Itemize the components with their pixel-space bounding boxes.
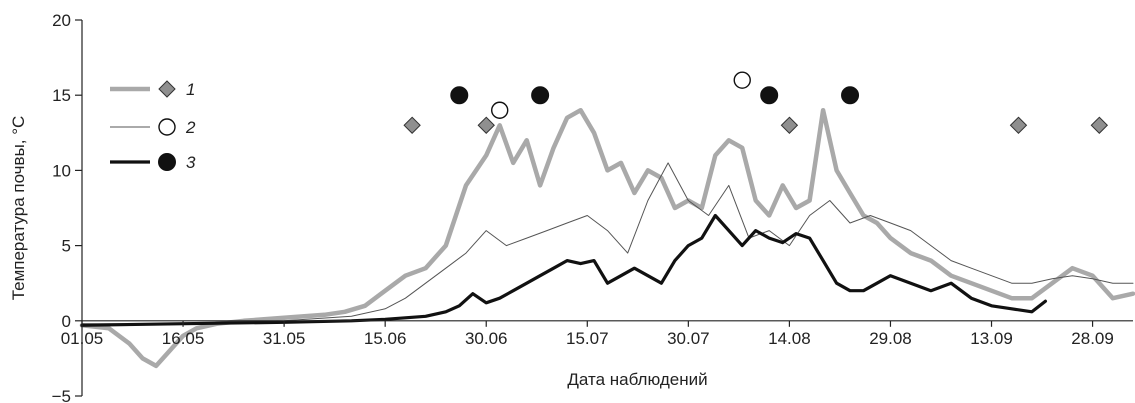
x-tick-label: 31.05 bbox=[263, 329, 306, 348]
series-2-marker bbox=[491, 101, 509, 119]
x-axis-ticks: 01.05 16.05 31.05 15.06 30.06 15.07 30.07 14.08… bbox=[61, 320, 1114, 348]
y-tick-label: 10 bbox=[52, 161, 71, 180]
series-2-marker bbox=[733, 71, 751, 89]
series-2-line bbox=[81, 162, 1134, 325]
x-tick-label: 16.05 bbox=[162, 329, 205, 348]
x-tick-label: 15.06 bbox=[364, 329, 407, 348]
series-1-marker bbox=[1009, 116, 1028, 134]
series-3-marker bbox=[760, 86, 779, 105]
legend-label-3: 3 bbox=[186, 153, 196, 172]
x-tick-label: 15.07 bbox=[566, 329, 609, 348]
x-tick-label: 28.09 bbox=[1071, 329, 1114, 348]
x-tick-label: 30.06 bbox=[465, 329, 508, 348]
legend-label-2: 2 bbox=[185, 118, 196, 137]
series-1-line bbox=[79, 107, 1135, 369]
legend-label-1: 1 bbox=[186, 80, 195, 99]
series-3-line bbox=[80, 213, 1047, 327]
series-3-marker bbox=[531, 86, 550, 105]
series-1-marker bbox=[477, 116, 495, 134]
y-tick-label: 20 bbox=[52, 11, 71, 30]
series-3-marker bbox=[450, 86, 469, 105]
plot-area bbox=[79, 71, 1135, 369]
y-tick-label: 0 bbox=[62, 312, 71, 331]
y-tick-label: 5 bbox=[62, 237, 71, 256]
legend-marker-3 bbox=[158, 153, 176, 171]
y-tick-label: 15 bbox=[52, 86, 71, 105]
x-tick-label: 14.08 bbox=[768, 329, 811, 348]
x-tick-label: 29.08 bbox=[869, 329, 912, 348]
series-1-marker bbox=[780, 116, 799, 134]
legend-marker-1 bbox=[158, 80, 176, 98]
x-tick-label: 30.07 bbox=[667, 329, 710, 348]
x-axis-title: Дата наблюдений bbox=[567, 370, 707, 389]
axes: −5 0 5 10 15 20 01.05 16.05 31.05 15.06 30.06 15.0… bbox=[9, 11, 1133, 403]
y-axis-ticks: −5 0 5 10 15 20 bbox=[52, 11, 82, 403]
y-tick-label: −5 bbox=[52, 387, 71, 403]
series-1-marker bbox=[403, 116, 421, 134]
legend: 1 2 3 bbox=[110, 80, 196, 172]
x-tick-label: 01.05 bbox=[61, 329, 104, 348]
series-1-marker bbox=[1090, 116, 1109, 134]
legend-marker-2 bbox=[158, 118, 176, 136]
y-axis-title: Температура почвы, °C bbox=[9, 116, 28, 301]
series-3-marker bbox=[841, 86, 860, 105]
x-tick-label: 13.09 bbox=[970, 329, 1013, 348]
